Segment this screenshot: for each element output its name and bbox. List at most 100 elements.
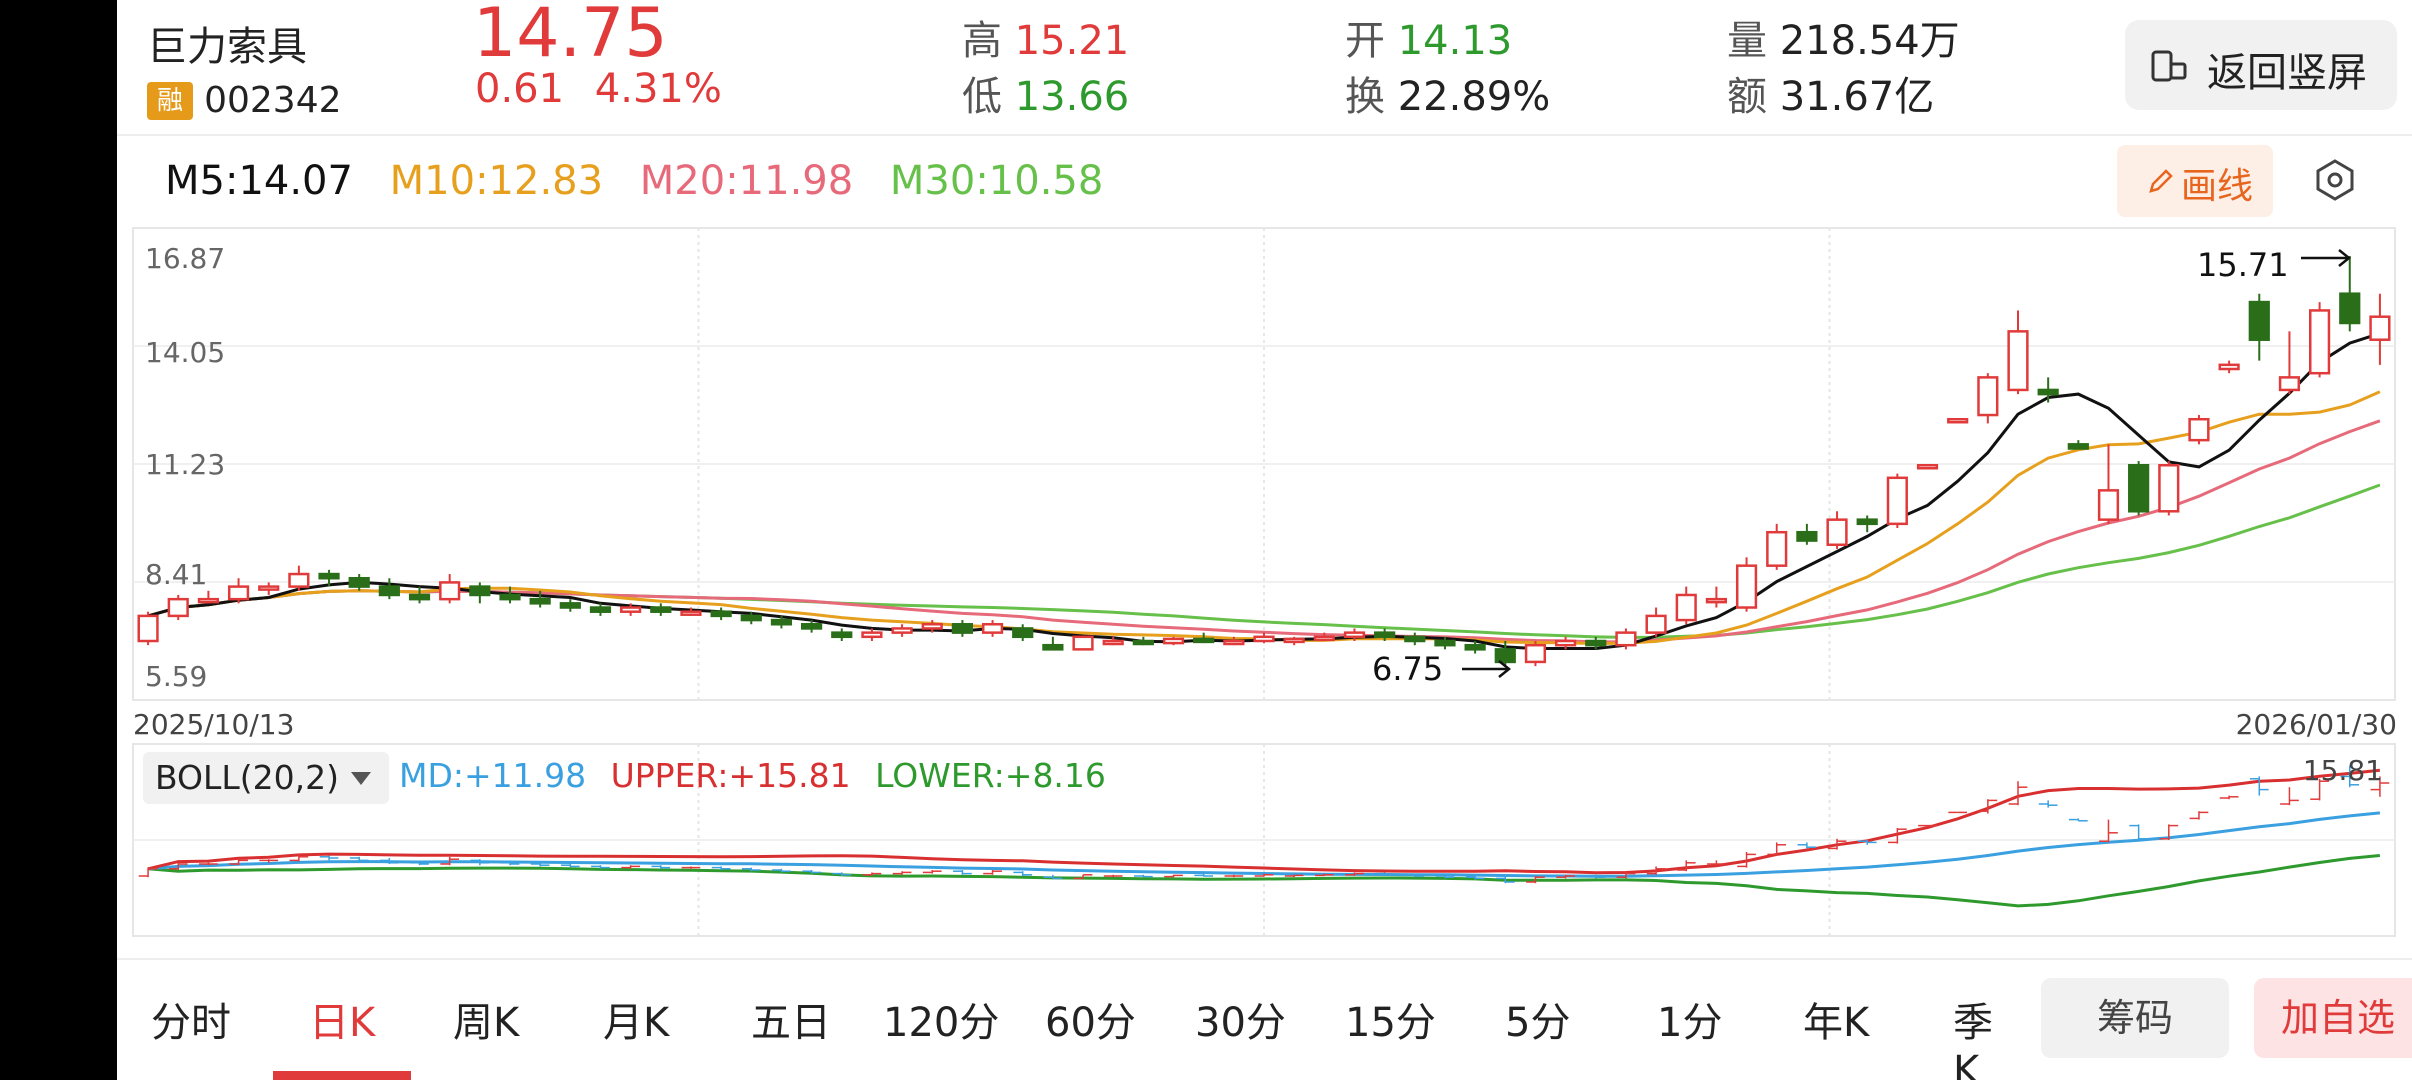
- boll-bar: [741, 867, 761, 872]
- candle: [1735, 557, 1758, 612]
- candle-body: [348, 576, 370, 588]
- boll-bar: [1465, 876, 1485, 880]
- tab-day-k[interactable]: 日K: [309, 1000, 376, 1046]
- candle-body: [1675, 593, 1697, 622]
- tab-1min[interactable]: 1分: [1657, 1000, 1723, 1046]
- ma20-line: [147, 419, 2381, 644]
- tab-month-k[interactable]: 月K: [603, 1000, 670, 1046]
- tab-year-k[interactable]: 年K: [1803, 1000, 1870, 1046]
- candle: [318, 569, 340, 587]
- tabs-divider: [117, 958, 2412, 960]
- candle-body: [1193, 637, 1215, 644]
- end-date: 2026/01/30: [2236, 708, 2397, 741]
- ma20-label: M20:11.98: [639, 158, 854, 204]
- candle: [1947, 417, 1969, 424]
- candle: [1434, 636, 1456, 650]
- boll-bar: [1616, 872, 1636, 879]
- candle-body: [529, 597, 551, 605]
- chips-button[interactable]: 筹码: [2041, 978, 2229, 1058]
- price-tick: 16.87: [145, 242, 225, 275]
- boll-bar: [440, 856, 460, 866]
- candle-body: [770, 618, 793, 626]
- candle: [1675, 586, 1697, 625]
- add-watchlist-button[interactable]: 加自选: [2254, 978, 2412, 1058]
- candle: [1524, 641, 1547, 667]
- boll-bar: [349, 856, 369, 862]
- tab-five-day[interactable]: 五日: [751, 1000, 831, 1046]
- candle: [1253, 632, 1275, 644]
- candle-body: [1916, 464, 1939, 470]
- candle: [2037, 377, 2059, 403]
- tab-fenshi[interactable]: 分时: [151, 1000, 231, 1046]
- candle-body: [137, 614, 159, 643]
- low-arrow-icon: [1462, 660, 1512, 678]
- tab-30min[interactable]: 30分: [1195, 1000, 1286, 1046]
- candle-body: [620, 606, 642, 613]
- boll-bar: [1526, 876, 1545, 884]
- boll-bar: [289, 854, 309, 862]
- boll-bar: [168, 862, 188, 870]
- boll-bar: [892, 871, 912, 875]
- candle-body: [1162, 637, 1185, 645]
- ma-legend: M5:14.07 M10:12.83 M20:11.98 M30:10.58: [165, 158, 1103, 204]
- candle: [559, 599, 581, 612]
- open-value: 14.13: [1397, 18, 1513, 64]
- boll-bar: [832, 872, 852, 876]
- candle: [921, 620, 943, 633]
- candle-body: [1524, 643, 1547, 664]
- low-label: 低: [962, 74, 1002, 120]
- tab-120min[interactable]: 120分: [883, 1000, 1000, 1046]
- candle: [2067, 440, 2089, 450]
- boll-bar: [1827, 838, 1847, 850]
- candle-body: [378, 585, 400, 597]
- tab-60min[interactable]: 60分: [1045, 1000, 1136, 1046]
- boll-bar: [1978, 799, 1998, 814]
- tab-5min[interactable]: 5分: [1505, 1000, 1571, 1046]
- candle-body: [710, 610, 732, 618]
- candlestick-chart[interactable]: 16.87 14.05 11.23 8.41 5.59 15.71 6.75 2…: [117, 0, 2412, 960]
- candle-body: [951, 623, 973, 634]
- candle-body: [831, 631, 853, 639]
- stock-code: 002342: [204, 80, 342, 121]
- candle: [1162, 636, 1185, 646]
- boll-bar: [2340, 765, 2360, 788]
- boll-bar: [1767, 842, 1787, 856]
- candle: [1132, 636, 1154, 646]
- candle-body: [1464, 643, 1486, 651]
- candle-body: [589, 606, 612, 613]
- candle-body: [801, 623, 823, 630]
- volume-label: 量: [1727, 18, 1767, 64]
- candle-body: [167, 597, 189, 618]
- candle-body: [197, 597, 219, 604]
- boll-bar: [681, 866, 701, 869]
- candle: [1916, 464, 1939, 470]
- candle: [1313, 632, 1335, 642]
- candle-body: [1434, 639, 1456, 647]
- draw-line-button[interactable]: 画线: [2117, 145, 2273, 217]
- indicator-selector[interactable]: BOLL(20,2): [143, 752, 389, 804]
- settings-icon[interactable]: [2313, 158, 2357, 202]
- candle: [1102, 636, 1124, 646]
- candle: [137, 611, 159, 646]
- candle: [2278, 331, 2301, 395]
- boll-bar: [2370, 776, 2390, 797]
- back-to-portrait-button[interactable]: 返回竖屏: [2125, 20, 2397, 110]
- tab-week-k[interactable]: 周K: [453, 1000, 520, 1046]
- tab-quarter-k[interactable]: 季K: [1953, 1000, 1993, 1080]
- candle-body: [1343, 631, 1366, 639]
- candle-body: [1102, 639, 1124, 646]
- tab-15min[interactable]: 15分: [1345, 1000, 1436, 1046]
- candle-body: [408, 593, 431, 601]
- price-tick: 14.05: [145, 336, 225, 369]
- candle: [2128, 461, 2150, 516]
- candle: [2248, 293, 2270, 361]
- candle: [680, 607, 702, 616]
- candle-body: [1735, 564, 1758, 609]
- candle-body: [1796, 530, 1818, 542]
- high-value: 15.21: [1014, 18, 1130, 64]
- boll-bar: [1797, 842, 1817, 849]
- candle-body: [2067, 443, 2089, 450]
- candle: [1766, 523, 1788, 570]
- candle: [1193, 632, 1215, 644]
- candle: [2097, 444, 2120, 524]
